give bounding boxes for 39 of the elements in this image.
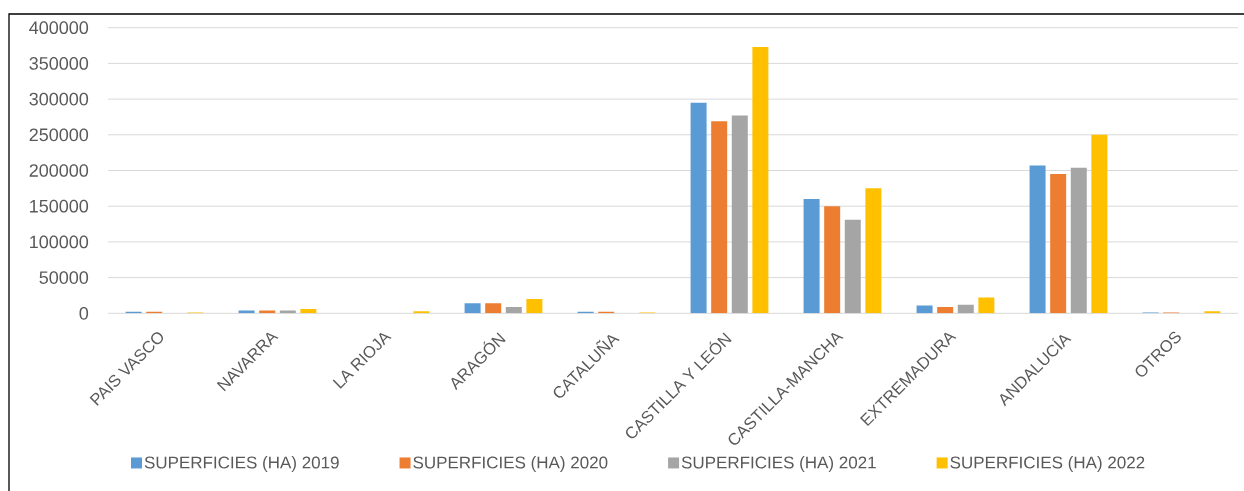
bar bbox=[464, 303, 481, 314]
y-tick-label: 150000 bbox=[30, 199, 89, 213]
bar bbox=[1050, 174, 1067, 314]
bar bbox=[1091, 134, 1108, 314]
bar bbox=[505, 306, 522, 314]
y-tick-label: 400000 bbox=[29, 21, 89, 35]
legend-label: SUPERFICIES (HA) 2022 bbox=[950, 456, 1145, 472]
y-tick-label: 100000 bbox=[30, 235, 89, 249]
bar bbox=[259, 310, 276, 314]
bar bbox=[238, 310, 255, 314]
bar bbox=[865, 188, 882, 314]
legend-label: SUPERFICIES (HA) 2021 bbox=[681, 456, 876, 472]
bar bbox=[413, 311, 430, 314]
y-tick-label: 300000 bbox=[29, 92, 89, 106]
bar bbox=[690, 102, 707, 314]
bar bbox=[957, 304, 974, 314]
bar bbox=[485, 303, 502, 314]
bar bbox=[803, 199, 820, 314]
y-tick-label: 50000 bbox=[39, 271, 89, 284]
bar bbox=[526, 299, 543, 314]
bar bbox=[937, 306, 954, 314]
bar bbox=[824, 206, 841, 314]
bar bbox=[978, 297, 995, 314]
bar bbox=[279, 310, 296, 314]
bar bbox=[844, 219, 861, 314]
y-tick-label: 250000 bbox=[29, 128, 89, 142]
bar bbox=[1204, 311, 1221, 314]
bar bbox=[916, 305, 933, 314]
legend-label: SUPERFICIES (HA) 2020 bbox=[413, 456, 608, 472]
bar bbox=[300, 309, 317, 314]
y-tick-label: 200000 bbox=[29, 164, 89, 177]
legend-label: SUPERFICIES (HA) 2019 bbox=[144, 456, 339, 472]
bar bbox=[731, 115, 748, 314]
y-tick-label: 350000 bbox=[29, 57, 89, 70]
bar bbox=[1070, 167, 1087, 314]
bar bbox=[711, 121, 728, 314]
y-tick-label: 0 bbox=[79, 306, 89, 320]
bar bbox=[752, 46, 769, 314]
bar bbox=[1029, 165, 1046, 314]
